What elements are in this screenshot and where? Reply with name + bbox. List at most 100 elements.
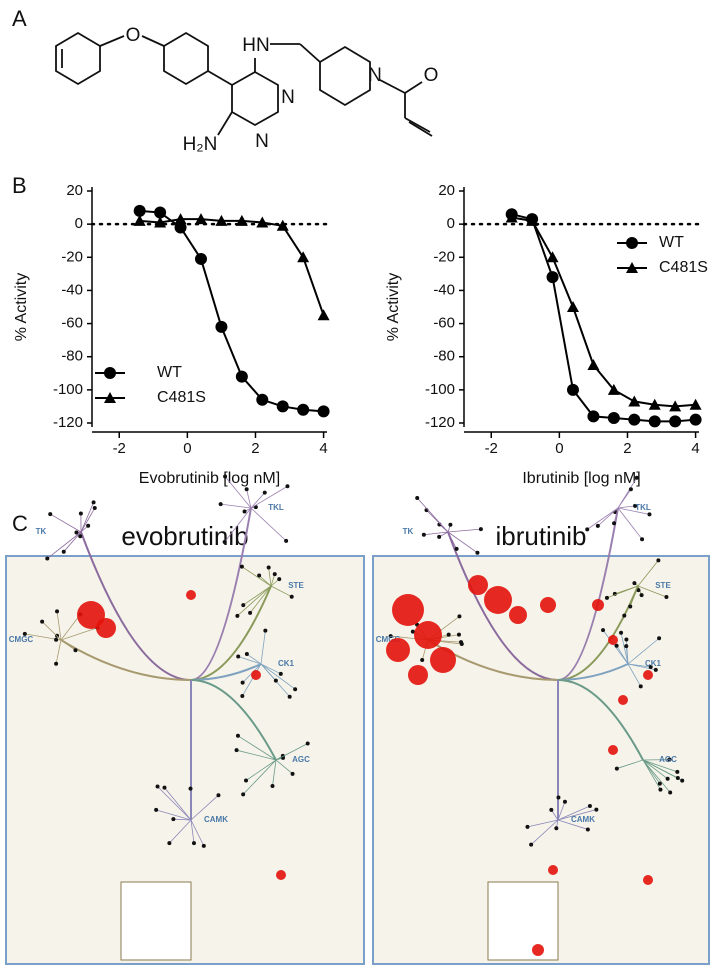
legend-label: WT bbox=[157, 364, 182, 381]
twig bbox=[642, 759, 661, 784]
bond bbox=[217, 111, 233, 136]
kinase-dot bbox=[475, 550, 480, 555]
kinase-dot bbox=[235, 733, 240, 738]
legend-box bbox=[487, 881, 559, 961]
twig bbox=[224, 507, 252, 543]
twig bbox=[80, 502, 94, 533]
twig bbox=[275, 743, 308, 761]
kinase-dot bbox=[171, 817, 176, 822]
kinase-dot bbox=[640, 537, 645, 542]
atom-label: H₂N bbox=[183, 134, 218, 155]
kinase-dot bbox=[420, 658, 425, 663]
twig bbox=[250, 492, 266, 509]
twig bbox=[597, 507, 619, 527]
twig bbox=[268, 567, 272, 587]
triangle-marker bbox=[194, 213, 207, 225]
kinase-dot bbox=[653, 667, 658, 672]
kinase-dot bbox=[216, 793, 221, 798]
twig bbox=[557, 805, 591, 821]
circle-marker bbox=[607, 412, 620, 425]
legend-label: WT bbox=[659, 234, 684, 251]
twig bbox=[224, 476, 252, 509]
x-tick-label: -2 bbox=[113, 440, 126, 457]
kinase-dot bbox=[624, 644, 629, 649]
kinase-dot bbox=[628, 604, 633, 609]
structure: O HN N N N O H₂N bbox=[55, 25, 439, 155]
twig bbox=[447, 528, 481, 533]
twig bbox=[241, 566, 272, 587]
kinase-dot bbox=[437, 534, 442, 539]
twig bbox=[260, 663, 281, 675]
circle-marker bbox=[566, 383, 579, 396]
series-line bbox=[511, 216, 696, 408]
hit-circle bbox=[532, 944, 544, 956]
twig bbox=[275, 759, 293, 775]
atom-label: N bbox=[255, 131, 269, 152]
y-tick-label: -20 bbox=[433, 248, 455, 265]
kinase-dot bbox=[639, 593, 644, 598]
atom-label: O bbox=[424, 65, 439, 86]
hit-circle bbox=[96, 618, 116, 638]
kinase-dot bbox=[624, 637, 629, 642]
branch bbox=[80, 531, 192, 681]
x-tick-label: 2 bbox=[623, 440, 631, 457]
twig bbox=[173, 818, 192, 821]
y-tick-label: 0 bbox=[75, 215, 83, 232]
kinase-dot bbox=[241, 603, 246, 608]
kinase-dot bbox=[284, 538, 289, 543]
twig bbox=[557, 819, 588, 830]
kinase-dot bbox=[454, 546, 459, 551]
twig bbox=[250, 507, 287, 542]
kinase-dot bbox=[554, 826, 559, 831]
group-label: CMGC bbox=[376, 635, 401, 644]
circle-marker bbox=[215, 320, 228, 333]
hit-circle bbox=[618, 695, 628, 705]
group-label: CK1 bbox=[278, 659, 295, 668]
kinase-dot bbox=[634, 475, 639, 480]
twig bbox=[190, 819, 195, 844]
kinase-dot bbox=[54, 661, 59, 666]
y-axis-label: % Activity bbox=[13, 273, 30, 341]
triangle-marker bbox=[505, 211, 518, 223]
branch bbox=[557, 679, 644, 761]
circle-marker bbox=[194, 252, 207, 265]
kinase-dot bbox=[223, 474, 228, 479]
branch bbox=[190, 507, 252, 681]
kinase-dot bbox=[594, 807, 599, 812]
bond bbox=[299, 43, 321, 63]
twig bbox=[80, 507, 96, 533]
panel-label: B bbox=[12, 173, 27, 198]
twig bbox=[56, 611, 62, 641]
kinase-dot bbox=[410, 629, 415, 634]
twig bbox=[620, 632, 629, 665]
group-label: TKL bbox=[635, 503, 651, 512]
circle-marker bbox=[133, 204, 146, 217]
kinase-dot bbox=[45, 556, 50, 561]
twig bbox=[629, 585, 639, 607]
hit-circle bbox=[276, 870, 286, 880]
twig bbox=[416, 497, 449, 533]
kinase-dot bbox=[86, 523, 91, 528]
y-tick-label: -80 bbox=[61, 348, 83, 365]
twig bbox=[249, 585, 272, 614]
x-axis-label: Ibrutinib [log nM] bbox=[522, 470, 640, 487]
kinase-dot bbox=[622, 613, 627, 618]
kinase-dot bbox=[240, 693, 245, 698]
kinase-dot bbox=[191, 841, 196, 846]
kinase-dot bbox=[657, 636, 662, 641]
bond bbox=[404, 81, 423, 94]
twig bbox=[272, 759, 277, 787]
kinase-dot bbox=[636, 588, 641, 593]
hit-circle bbox=[251, 670, 261, 680]
branch bbox=[190, 679, 277, 761]
twig bbox=[557, 809, 597, 821]
group-label: AGC bbox=[659, 755, 677, 764]
twig bbox=[642, 759, 671, 793]
x-axis-label: Evobrutinib [log nM] bbox=[139, 470, 280, 487]
kinase-dot bbox=[665, 776, 670, 781]
twig bbox=[627, 663, 651, 668]
twig bbox=[616, 645, 629, 665]
hit-circle bbox=[408, 665, 428, 685]
twig bbox=[220, 503, 252, 509]
kinase-dot bbox=[459, 642, 464, 647]
